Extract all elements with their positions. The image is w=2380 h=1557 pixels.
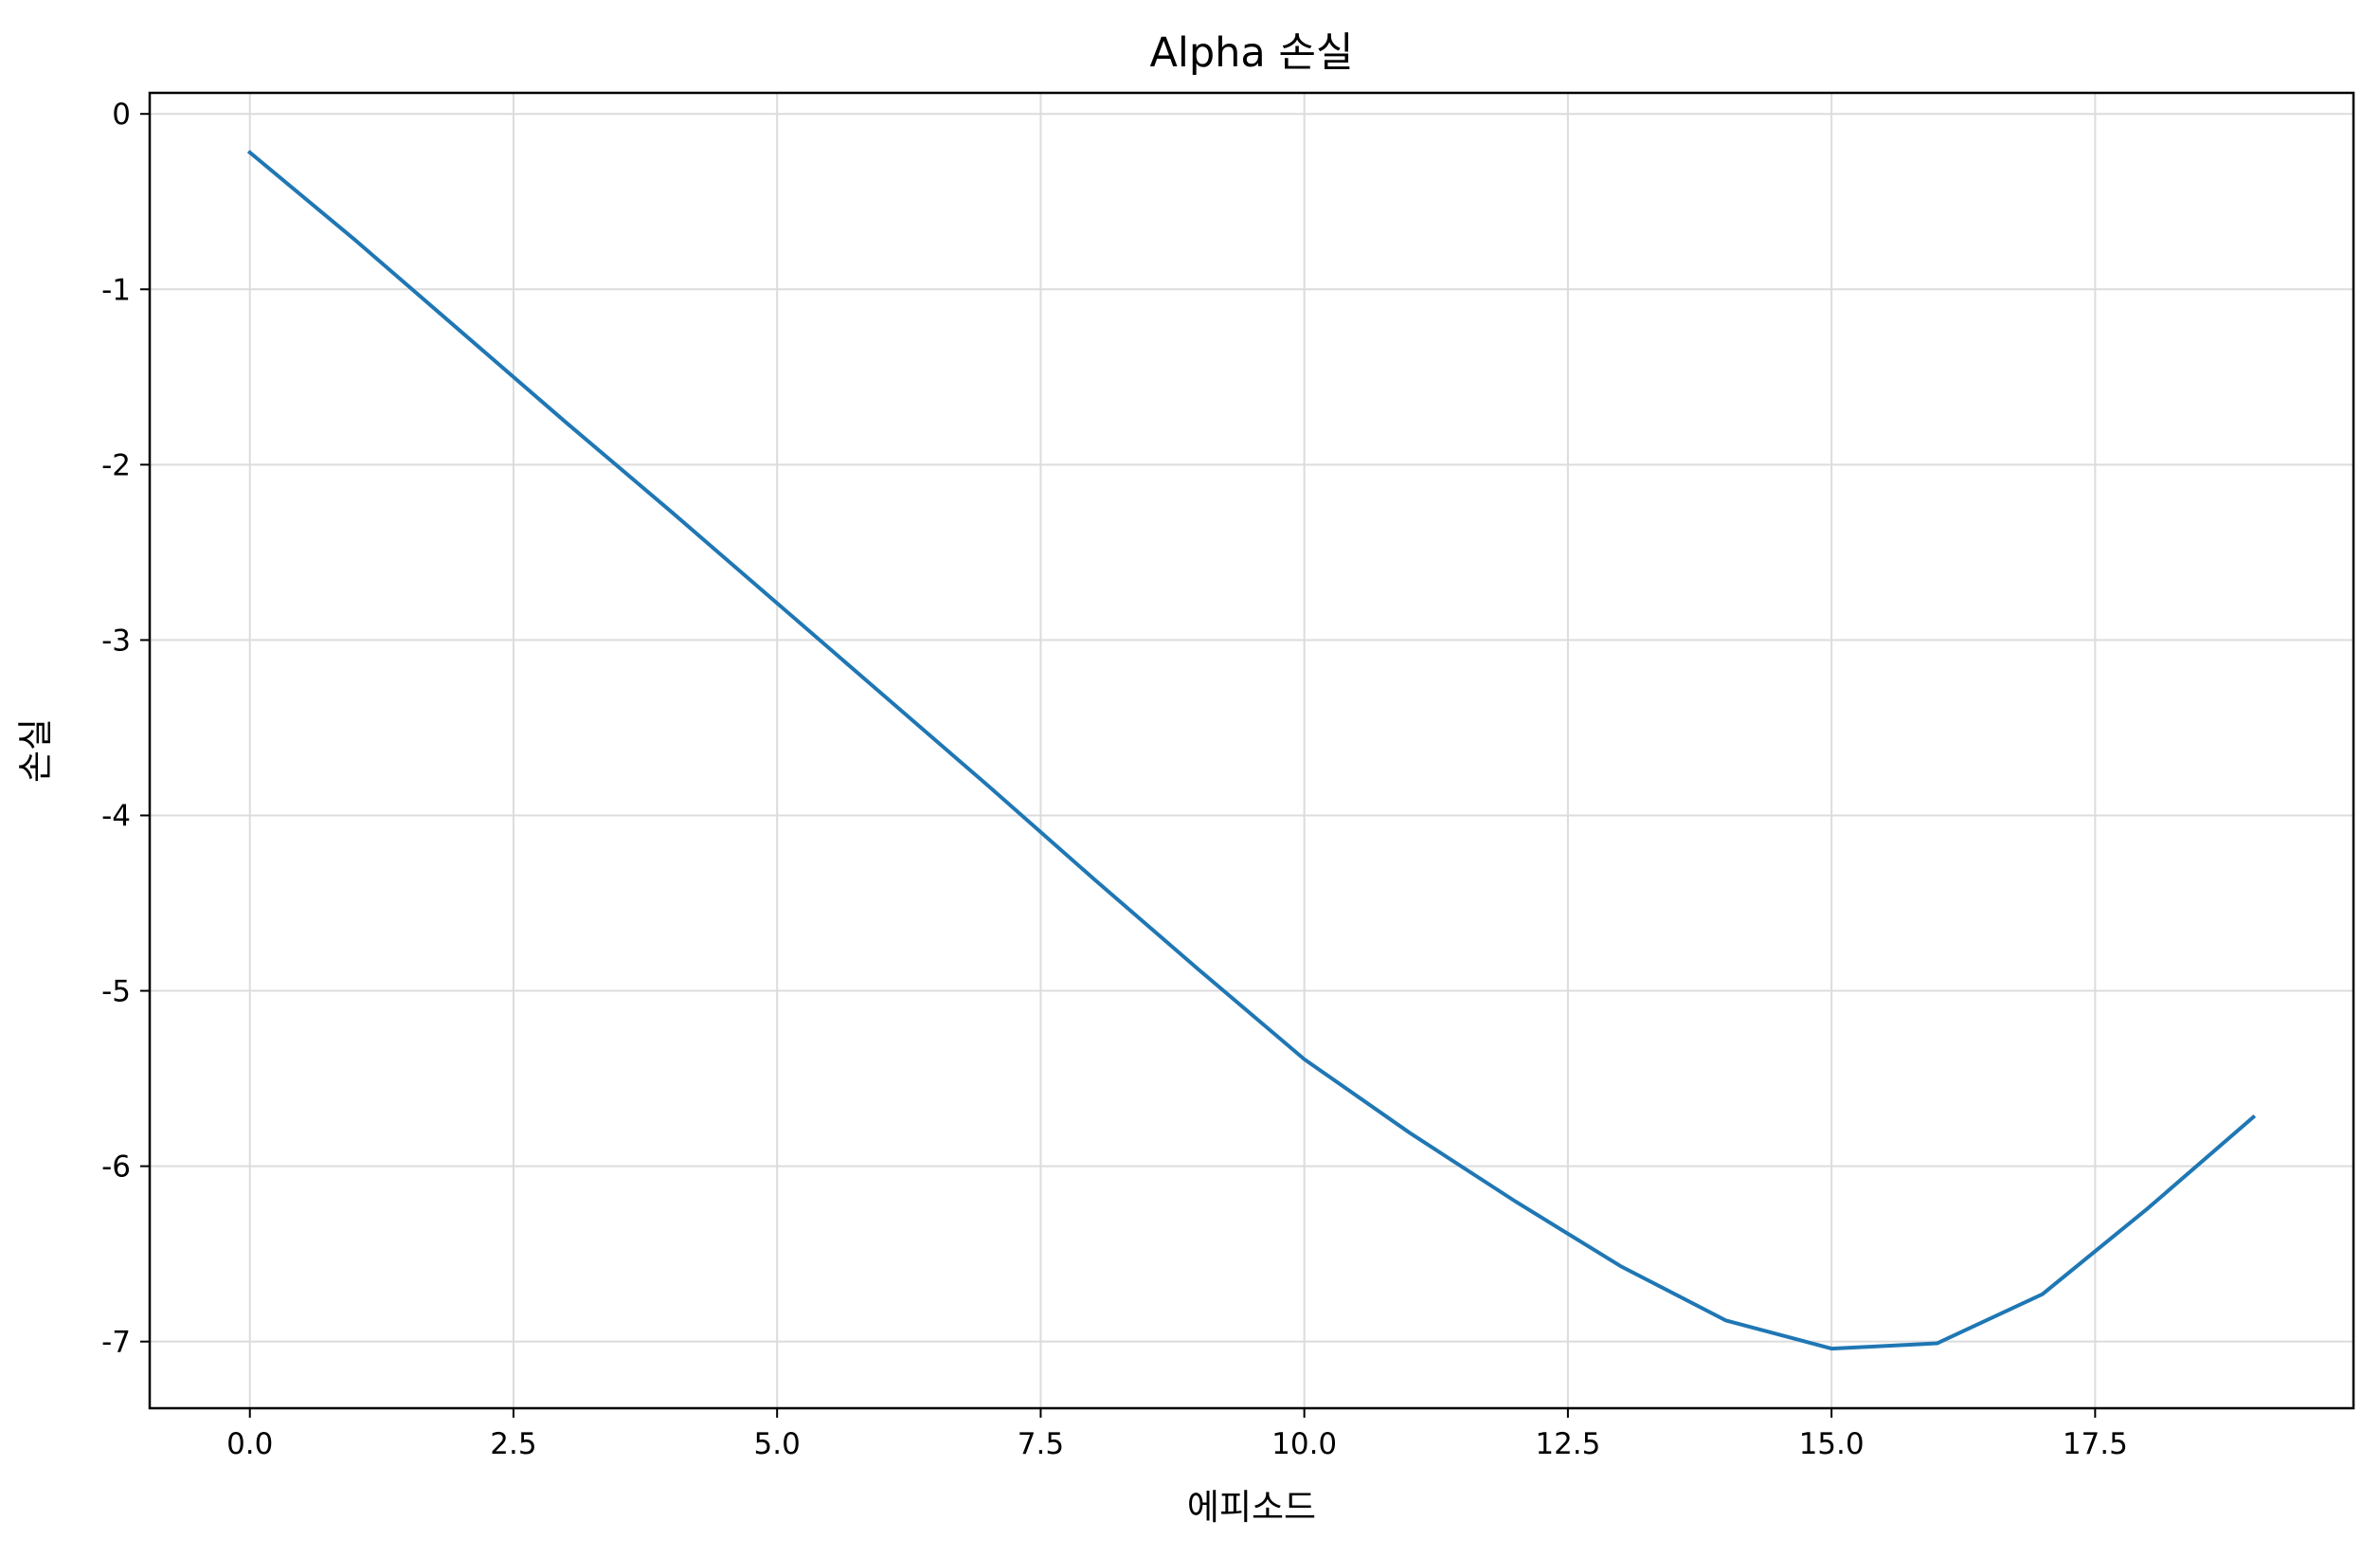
tick-layer: 0.0 2.5 5.0 7.5 10.0 12.5 15.0 17.5 0 -1 -2 -3 -4 -5 -… xyxy=(101,98,2128,1461)
y-tick-label: -2 xyxy=(101,448,131,482)
x-tick-label: 15.0 xyxy=(1799,1427,1865,1461)
x-tick-label: 2.5 xyxy=(490,1427,536,1461)
y-tick-label: -3 xyxy=(101,624,131,658)
x-axis-label: 에피소드 xyxy=(1187,1487,1316,1528)
series-layer xyxy=(246,150,2257,1351)
series-line xyxy=(246,150,2257,1351)
grid-layer xyxy=(150,93,2353,1408)
y-tick-label: -6 xyxy=(101,1150,131,1185)
x-tick-label: 7.5 xyxy=(1018,1427,1064,1461)
x-tick-label: 5.0 xyxy=(754,1427,801,1461)
y-axis-label: 손실 xyxy=(15,718,56,783)
y-tick-label: -1 xyxy=(101,273,131,307)
chart-title: Alpha 손실 xyxy=(1149,29,1353,77)
x-tick-label: 0.0 xyxy=(226,1427,273,1461)
x-tick-label: 12.5 xyxy=(1535,1427,1600,1461)
plot-frame xyxy=(148,91,2355,1410)
y-tick-label: -5 xyxy=(101,975,131,1009)
x-tick-label: 17.5 xyxy=(2063,1427,2128,1461)
x-tick-label: 10.0 xyxy=(1271,1427,1337,1461)
y-tick-label: -4 xyxy=(101,799,131,833)
y-tick-label: -7 xyxy=(101,1326,131,1360)
y-tick-label: 0 xyxy=(112,98,131,132)
